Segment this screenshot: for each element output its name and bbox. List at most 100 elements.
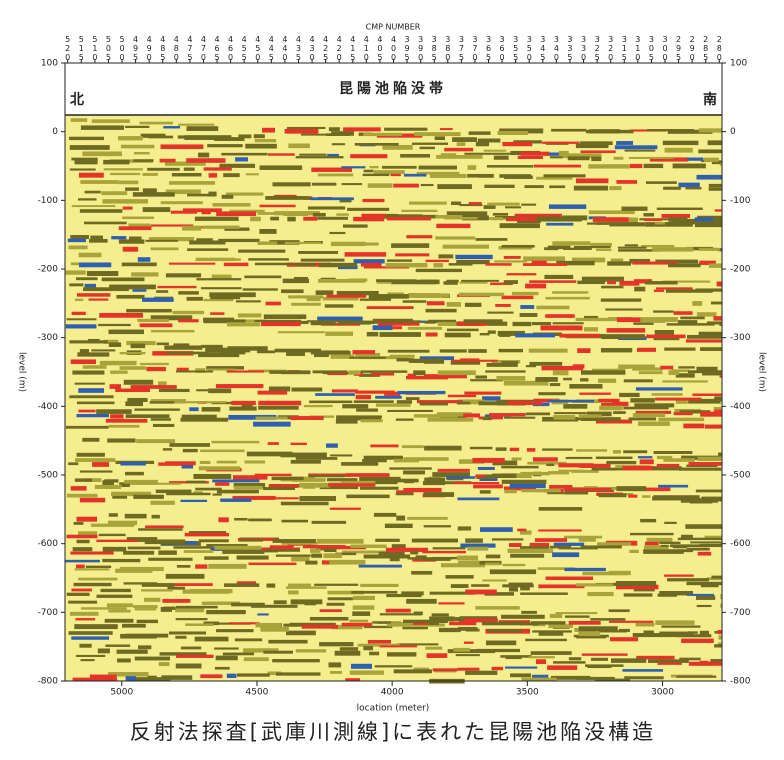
reflection — [579, 463, 611, 468]
reflection — [464, 152, 511, 155]
reflection — [667, 129, 713, 134]
reflection — [359, 373, 380, 377]
reflection — [704, 535, 722, 539]
reflection — [147, 675, 157, 679]
reflection — [420, 279, 440, 285]
reflection — [336, 415, 382, 421]
reflection — [180, 417, 229, 422]
reflection — [103, 339, 119, 344]
y-tick-label-right: -400 — [730, 402, 751, 412]
reflection — [485, 640, 517, 646]
reflection — [546, 463, 555, 467]
reflection — [446, 279, 459, 283]
reflection — [635, 387, 683, 391]
reflection — [714, 209, 722, 212]
reflection — [145, 525, 184, 529]
reflection — [342, 224, 368, 228]
reflection — [338, 320, 371, 325]
reflection — [702, 371, 722, 376]
reflection — [156, 342, 169, 346]
reflection — [349, 670, 385, 675]
reflection — [274, 348, 322, 353]
reflection — [696, 595, 716, 600]
reflection — [401, 591, 424, 596]
reflection — [407, 516, 448, 520]
reflection — [706, 321, 722, 325]
reflection — [360, 419, 383, 423]
reflection — [487, 202, 520, 206]
reflection — [200, 449, 245, 453]
reflection — [97, 648, 110, 654]
reflection — [659, 541, 681, 545]
reflection — [581, 653, 628, 656]
reflection — [520, 586, 530, 591]
reflection — [478, 401, 499, 406]
reflection — [623, 450, 648, 454]
x2-tick-label: 470 — [199, 35, 208, 62]
reflection — [492, 212, 509, 216]
reflection — [186, 296, 203, 301]
reflection — [168, 631, 207, 635]
reflection — [79, 262, 112, 268]
reflection — [82, 151, 122, 157]
reflection — [592, 217, 629, 222]
reflection — [136, 439, 176, 444]
reflection — [178, 291, 199, 295]
reflection — [387, 409, 433, 412]
reflection — [120, 633, 157, 639]
reflection — [436, 223, 471, 229]
reflection — [437, 321, 457, 326]
reflection — [236, 673, 270, 677]
reflection — [144, 539, 186, 545]
reflection — [309, 400, 353, 404]
reflection — [664, 574, 694, 577]
reflection — [343, 127, 381, 132]
reflection — [360, 583, 399, 588]
reflection — [266, 583, 276, 588]
reflection — [361, 479, 398, 485]
reflection — [657, 662, 682, 665]
reflection — [75, 654, 106, 657]
reflection — [158, 381, 167, 387]
reflection — [513, 140, 542, 144]
reflection — [464, 391, 502, 395]
reflection — [472, 457, 505, 463]
reflection — [72, 677, 118, 681]
reflection — [91, 119, 130, 123]
reflection — [196, 389, 231, 392]
reflection — [75, 298, 84, 301]
reflection — [582, 571, 628, 576]
reflection — [622, 465, 654, 471]
reflection — [195, 564, 208, 569]
reflection — [661, 625, 701, 628]
reflection — [77, 352, 110, 357]
reflection — [188, 531, 227, 534]
reflection — [434, 136, 445, 141]
reflection — [580, 141, 613, 146]
reflection — [425, 332, 438, 337]
reflection — [366, 306, 414, 310]
reflection — [215, 482, 230, 486]
reflection — [127, 397, 148, 402]
reflection — [529, 361, 563, 366]
reflection — [386, 622, 412, 627]
reflection — [350, 663, 373, 669]
reflection — [123, 582, 158, 585]
reflection — [659, 631, 694, 636]
reflection — [79, 470, 113, 473]
reflection — [102, 480, 114, 486]
reflection — [281, 519, 309, 523]
reflection — [189, 240, 226, 245]
reflection — [330, 454, 353, 457]
reflection — [80, 659, 95, 662]
reflection — [478, 174, 494, 178]
reflection — [248, 562, 297, 566]
reflection — [263, 487, 296, 491]
reflection — [341, 166, 366, 169]
reflection — [328, 370, 348, 374]
reflection — [69, 136, 105, 141]
reflection — [289, 622, 336, 627]
reflection — [553, 661, 586, 664]
reflection — [501, 244, 535, 248]
reflection — [75, 618, 96, 621]
